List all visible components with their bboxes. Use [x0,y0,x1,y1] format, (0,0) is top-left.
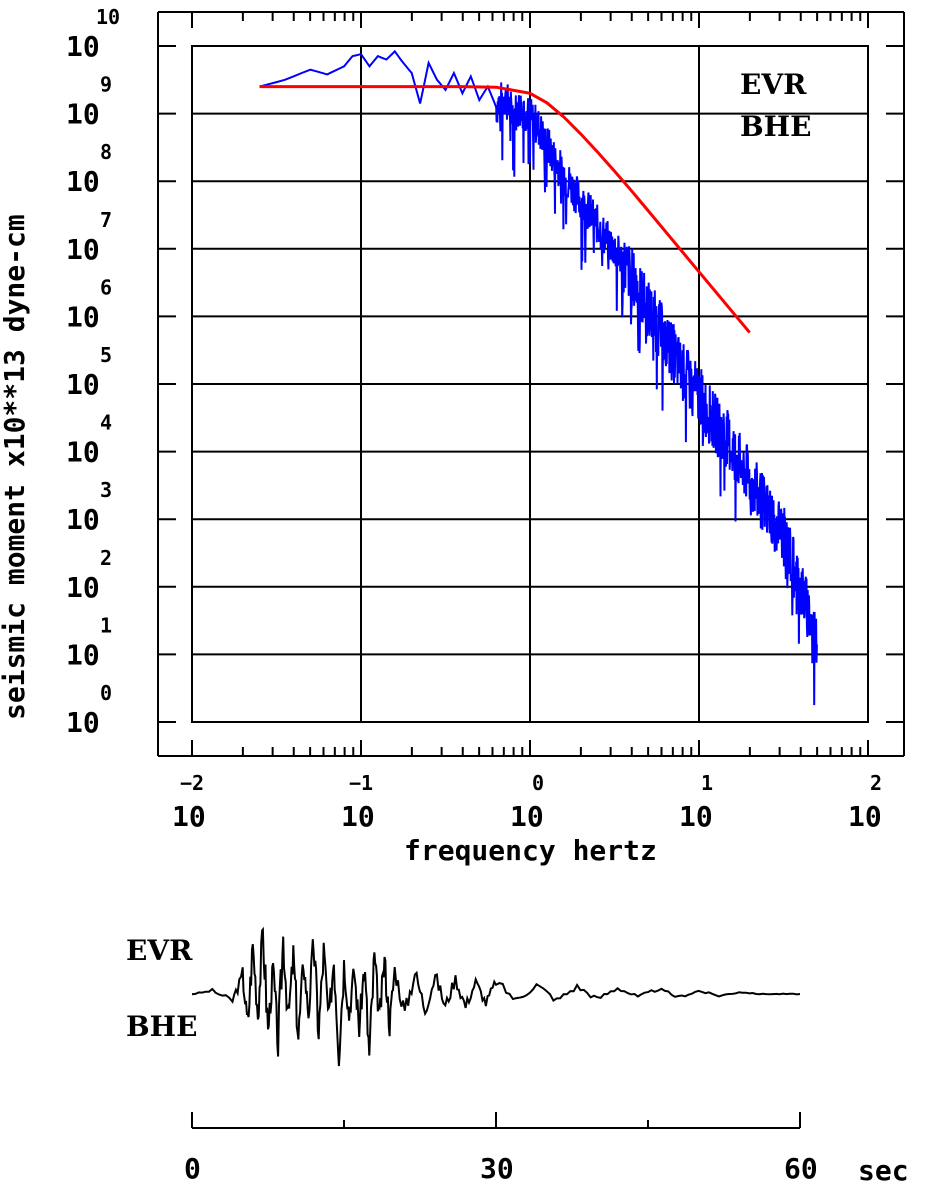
y-tick-exponent-label: 6 [100,275,112,299]
x-tick-exponent-label: 1 [701,771,713,795]
x-tick-base-label: 10 [341,800,375,833]
spectrum-series [259,49,818,706]
y-tick-exponent-label: 4 [100,411,112,435]
y-tick-exponent-label: 2 [100,546,112,570]
y-tick-base-label: 10 [66,233,100,266]
x-tick-base-label: 10 [172,800,206,833]
y-tick-exponent-label: 8 [100,140,112,164]
trace-component-label-bhe: BHE [126,1010,197,1043]
y-tick-base-label: 10 [66,571,100,604]
x-tick-base-label: 10 [679,800,713,833]
spectrum-ticks [158,12,904,756]
spectrum-grid [192,46,868,722]
y-tick-exponent-label: 1 [100,613,112,637]
x-tick-exponent-label: −2 [180,771,204,795]
y-tick-base-label: 10 [66,503,100,536]
observed-spectrum-line [259,49,818,706]
seismogram-trace-line [191,926,801,1067]
component-label-bhe: BHE [740,110,811,143]
x-tick-base-label: 10 [848,800,882,833]
time-tick-label: 0 [184,1152,201,1184]
y-tick-base-label: 10 [66,165,100,198]
y-tick-base-label: 10 [66,706,100,739]
x-tick-exponent-label: −1 [349,771,373,795]
time-unit-label: sec [858,1154,909,1184]
y-tick-base-label: 10 [66,638,100,671]
y-tick-base-label: 10 [66,300,100,333]
y-tick-exponent-label: 7 [100,208,112,232]
y-tick-base-label: 10 [66,436,100,469]
y-tick-exponent-label: 0 [100,681,112,705]
x-tick-base-label: 10 [510,800,544,833]
x-tick-exponent-label: 2 [870,771,882,795]
y-tick-exponent-label: 10 [96,5,120,29]
y-tick-base-label: 10 [66,368,100,401]
time-axis: 0 30 60 sec [184,1112,909,1184]
y-tick-exponent-label: 9 [100,73,112,97]
x-axis-label: frequency hertz [404,834,657,867]
time-tick-label: 30 [480,1152,514,1184]
seismogram-trace [191,926,801,1067]
y-tick-exponent-label: 3 [100,478,112,502]
trace-station-label-evr: EVR [126,934,193,967]
y-tick-exponent-label: 5 [100,343,112,367]
station-label-evr: EVR [740,68,807,101]
time-tick-label: 60 [784,1152,818,1184]
y-tick-base-label: 10 [66,30,100,63]
x-tick-exponent-label: 0 [532,771,544,795]
y-axis-label: seismic moment x10**13 dyne-cm [0,214,31,720]
y-tick-base-label: 10 [66,98,100,131]
spectrum-tick-labels: 10−210−110010110210010110210310410510610… [66,5,882,833]
model-fit-line [259,85,751,334]
